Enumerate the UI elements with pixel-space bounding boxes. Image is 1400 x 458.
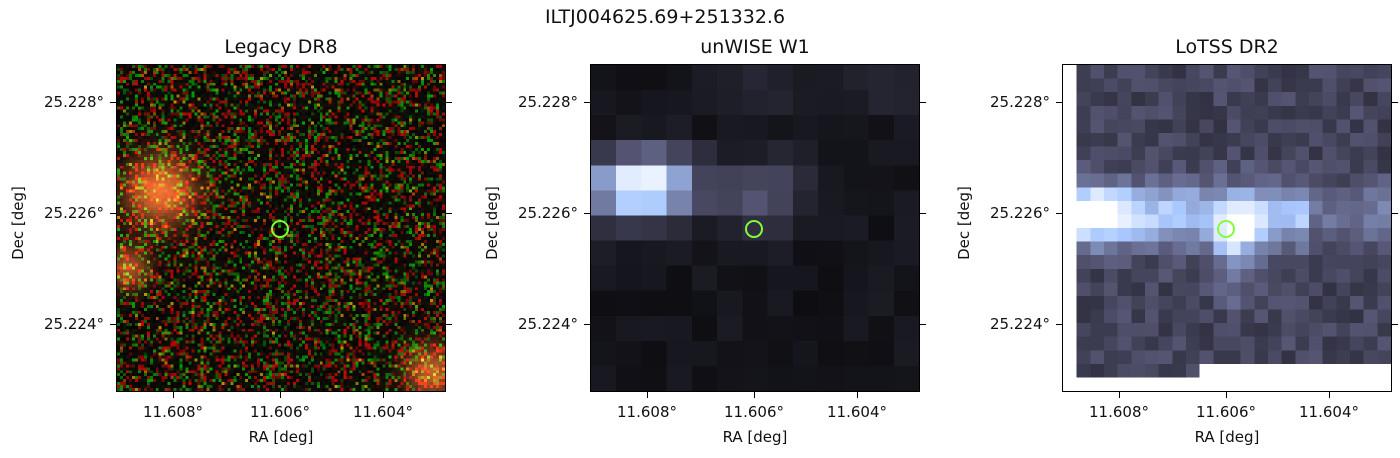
y-tick-label: 25.228° — [990, 93, 1050, 111]
y-tick — [1056, 102, 1062, 103]
x-tick — [383, 392, 384, 398]
x-tick — [857, 392, 858, 398]
y-tick — [1056, 213, 1062, 214]
y-tick — [1392, 213, 1398, 214]
source-marker-circle — [1217, 220, 1235, 238]
y-axis-label: Dec [deg] — [955, 186, 973, 260]
x-tick-label: 11.608° — [143, 403, 203, 421]
y-tick — [920, 102, 926, 103]
y-tick-label: 25.224° — [518, 315, 578, 333]
y-tick — [110, 102, 116, 103]
x-tick-label: 11.606° — [250, 403, 310, 421]
figure-title: ILTJ004625.69+251332.6 — [544, 6, 786, 28]
y-tick — [920, 213, 926, 214]
x-tick-label: 11.608° — [1089, 403, 1149, 421]
x-tick — [173, 392, 174, 398]
y-tick — [446, 102, 452, 103]
x-tick-label: 11.604° — [1299, 403, 1359, 421]
y-tick — [1392, 324, 1398, 325]
x-tick-label: 11.604° — [353, 403, 413, 421]
image-frame — [1062, 64, 1392, 392]
y-tick — [584, 102, 590, 103]
panel-title: Legacy DR8 — [224, 36, 338, 58]
panel-unwise: unWISE W1 Dec [deg] 25.228° 25.226° 25.2… — [474, 0, 934, 458]
x-axis-label: RA [deg] — [1194, 428, 1260, 446]
x-tick-label: 11.608° — [617, 403, 677, 421]
y-tick-label: 25.226° — [518, 204, 578, 222]
y-tick-label: 25.226° — [990, 204, 1050, 222]
x-tick — [1226, 392, 1227, 398]
y-tick — [920, 324, 926, 325]
image-frame — [590, 64, 920, 392]
y-tick — [1392, 102, 1398, 103]
x-tick — [280, 392, 281, 398]
y-tick — [110, 324, 116, 325]
x-tick-label: 11.606° — [724, 403, 784, 421]
x-axis-label: RA [deg] — [722, 428, 788, 446]
panel-title: LoTSS DR2 — [1175, 36, 1279, 58]
y-axis-label: Dec [deg] — [483, 186, 501, 260]
panel-lotss: LoTSS DR2 Dec [deg] 25.228° 25.226° 25.2… — [946, 0, 1400, 458]
y-tick-label: 25.224° — [44, 315, 104, 333]
source-marker-circle — [271, 220, 289, 238]
source-marker-circle — [745, 220, 763, 238]
y-tick — [1056, 324, 1062, 325]
x-tick — [754, 392, 755, 398]
y-tick-label: 25.228° — [518, 93, 578, 111]
panel-legacy: Legacy DR8 Dec [deg] 25.228° 25.226° 25.… — [0, 0, 460, 458]
x-tick-label: 11.606° — [1196, 403, 1256, 421]
x-tick — [1329, 392, 1330, 398]
x-axis-label: RA [deg] — [248, 428, 314, 446]
y-tick — [446, 324, 452, 325]
x-tick — [1119, 392, 1120, 398]
x-tick — [647, 392, 648, 398]
y-tick — [110, 213, 116, 214]
image-frame — [116, 64, 446, 392]
panel-title: unWISE W1 — [700, 36, 810, 58]
y-axis-label: Dec [deg] — [9, 186, 27, 260]
y-tick-label: 25.226° — [44, 204, 104, 222]
y-tick-label: 25.228° — [44, 93, 104, 111]
y-tick — [584, 213, 590, 214]
x-tick-label: 11.604° — [827, 403, 887, 421]
y-tick-label: 25.224° — [990, 315, 1050, 333]
y-tick — [446, 213, 452, 214]
y-tick — [584, 324, 590, 325]
